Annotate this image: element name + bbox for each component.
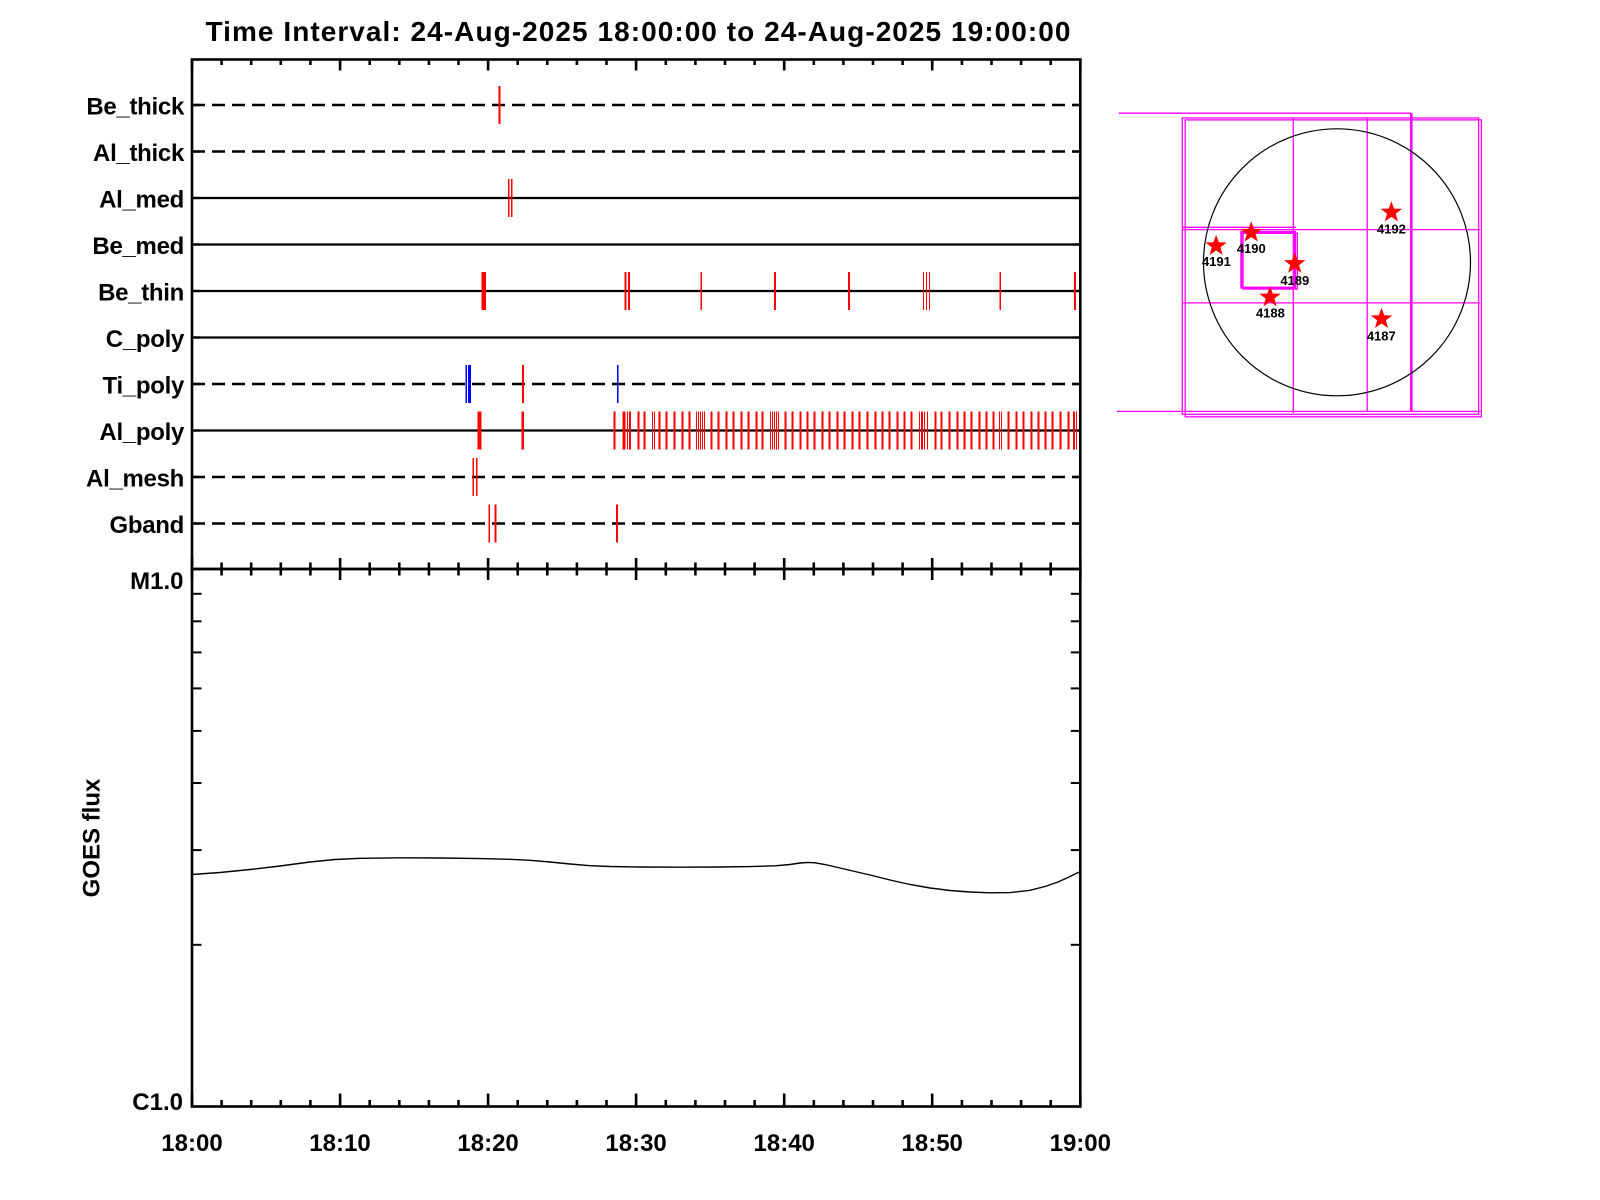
svg-text:18:30: 18:30	[605, 1130, 666, 1157]
svg-text:Al_med: Al_med	[99, 187, 184, 214]
svg-text:4188: 4188	[1256, 306, 1285, 321]
svg-text:4190: 4190	[1237, 241, 1266, 256]
svg-text:18:20: 18:20	[457, 1130, 518, 1157]
svg-text:Al_poly: Al_poly	[99, 419, 185, 446]
svg-text:Be_med: Be_med	[92, 233, 184, 260]
svg-text:Be_thin: Be_thin	[98, 280, 184, 307]
svg-text:M1.0: M1.0	[130, 568, 183, 595]
svg-text:Time Interval: 24-Aug-2025 18:: Time Interval: 24-Aug-2025 18:00:00 to 2…	[205, 16, 1071, 47]
svg-text:4191: 4191	[1202, 254, 1231, 269]
svg-text:C1.0: C1.0	[132, 1089, 183, 1116]
svg-text:GOES flux: GOES flux	[79, 778, 106, 897]
svg-text:Al_thick: Al_thick	[93, 140, 185, 167]
svg-text:C_poly: C_poly	[106, 326, 185, 353]
svg-text:18:00: 18:00	[161, 1130, 222, 1157]
svg-text:Be_thick: Be_thick	[86, 94, 185, 121]
svg-text:18:10: 18:10	[309, 1130, 370, 1157]
svg-text:4187: 4187	[1367, 329, 1396, 344]
svg-text:18:40: 18:40	[754, 1130, 815, 1157]
svg-text:Gband: Gband	[110, 512, 185, 539]
svg-text:4189: 4189	[1280, 273, 1309, 288]
svg-text:4192: 4192	[1377, 222, 1406, 237]
svg-text:Al_mesh: Al_mesh	[86, 466, 184, 493]
svg-text:Ti_poly: Ti_poly	[103, 373, 185, 400]
svg-text:19:00: 19:00	[1050, 1130, 1111, 1157]
svg-text:18:50: 18:50	[902, 1130, 963, 1157]
